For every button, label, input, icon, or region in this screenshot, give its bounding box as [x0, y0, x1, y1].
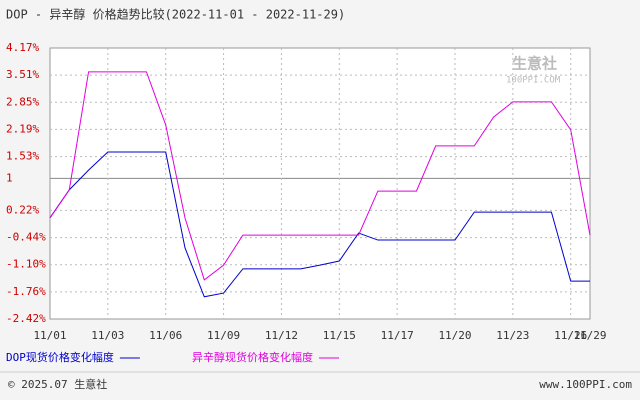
legend-label: DOP现货价格变化幅度	[6, 350, 114, 364]
x-tick-label: 11/26	[554, 329, 587, 342]
legend-label: 异辛醇现货价格变化幅度	[192, 350, 313, 364]
y-tick-label: -2.42%	[6, 312, 46, 325]
x-tick-label: 11/17	[381, 329, 414, 342]
x-tick-label: 11/03	[91, 329, 124, 342]
series-line	[49, 71, 591, 281]
y-tick-label: -0.44%	[6, 231, 46, 244]
y-tick-label: 2.19%	[6, 122, 39, 135]
series-line	[49, 151, 590, 298]
y-tick-label: 4.17%	[6, 41, 39, 54]
plot-area	[49, 47, 591, 320]
x-tick-label: 11/29	[573, 329, 606, 342]
footer-right: www.100PPI.com	[539, 378, 632, 391]
y-tick-label: 3.51%	[6, 68, 39, 81]
chart-title: DOP - 异辛醇 价格趋势比较(2022-11-01 - 2022-11-29…	[6, 7, 345, 22]
x-tick-label: 11/12	[265, 329, 298, 342]
watermark: 100PPI.COM	[506, 76, 561, 86]
y-tick-label: -1.76%	[6, 285, 46, 298]
x-tick-label: 11/09	[207, 329, 240, 342]
y-tick-label: 1	[6, 171, 13, 184]
footer-left: © 2025.07 生意社	[8, 377, 107, 391]
y-tick-label: 1.53%	[6, 150, 39, 163]
x-tick-label: 11/20	[438, 329, 471, 342]
x-tick-label: 11/15	[323, 329, 356, 342]
x-tick-label: 11/01	[33, 329, 66, 342]
watermark: 生意社	[512, 55, 557, 73]
y-tick-label: 0.22%	[6, 203, 39, 216]
y-tick-label: -1.10%	[6, 258, 46, 271]
x-tick-label: 11/06	[149, 329, 182, 342]
x-tick-label: 11/23	[496, 329, 529, 342]
y-tick-label: 2.85%	[6, 95, 39, 108]
